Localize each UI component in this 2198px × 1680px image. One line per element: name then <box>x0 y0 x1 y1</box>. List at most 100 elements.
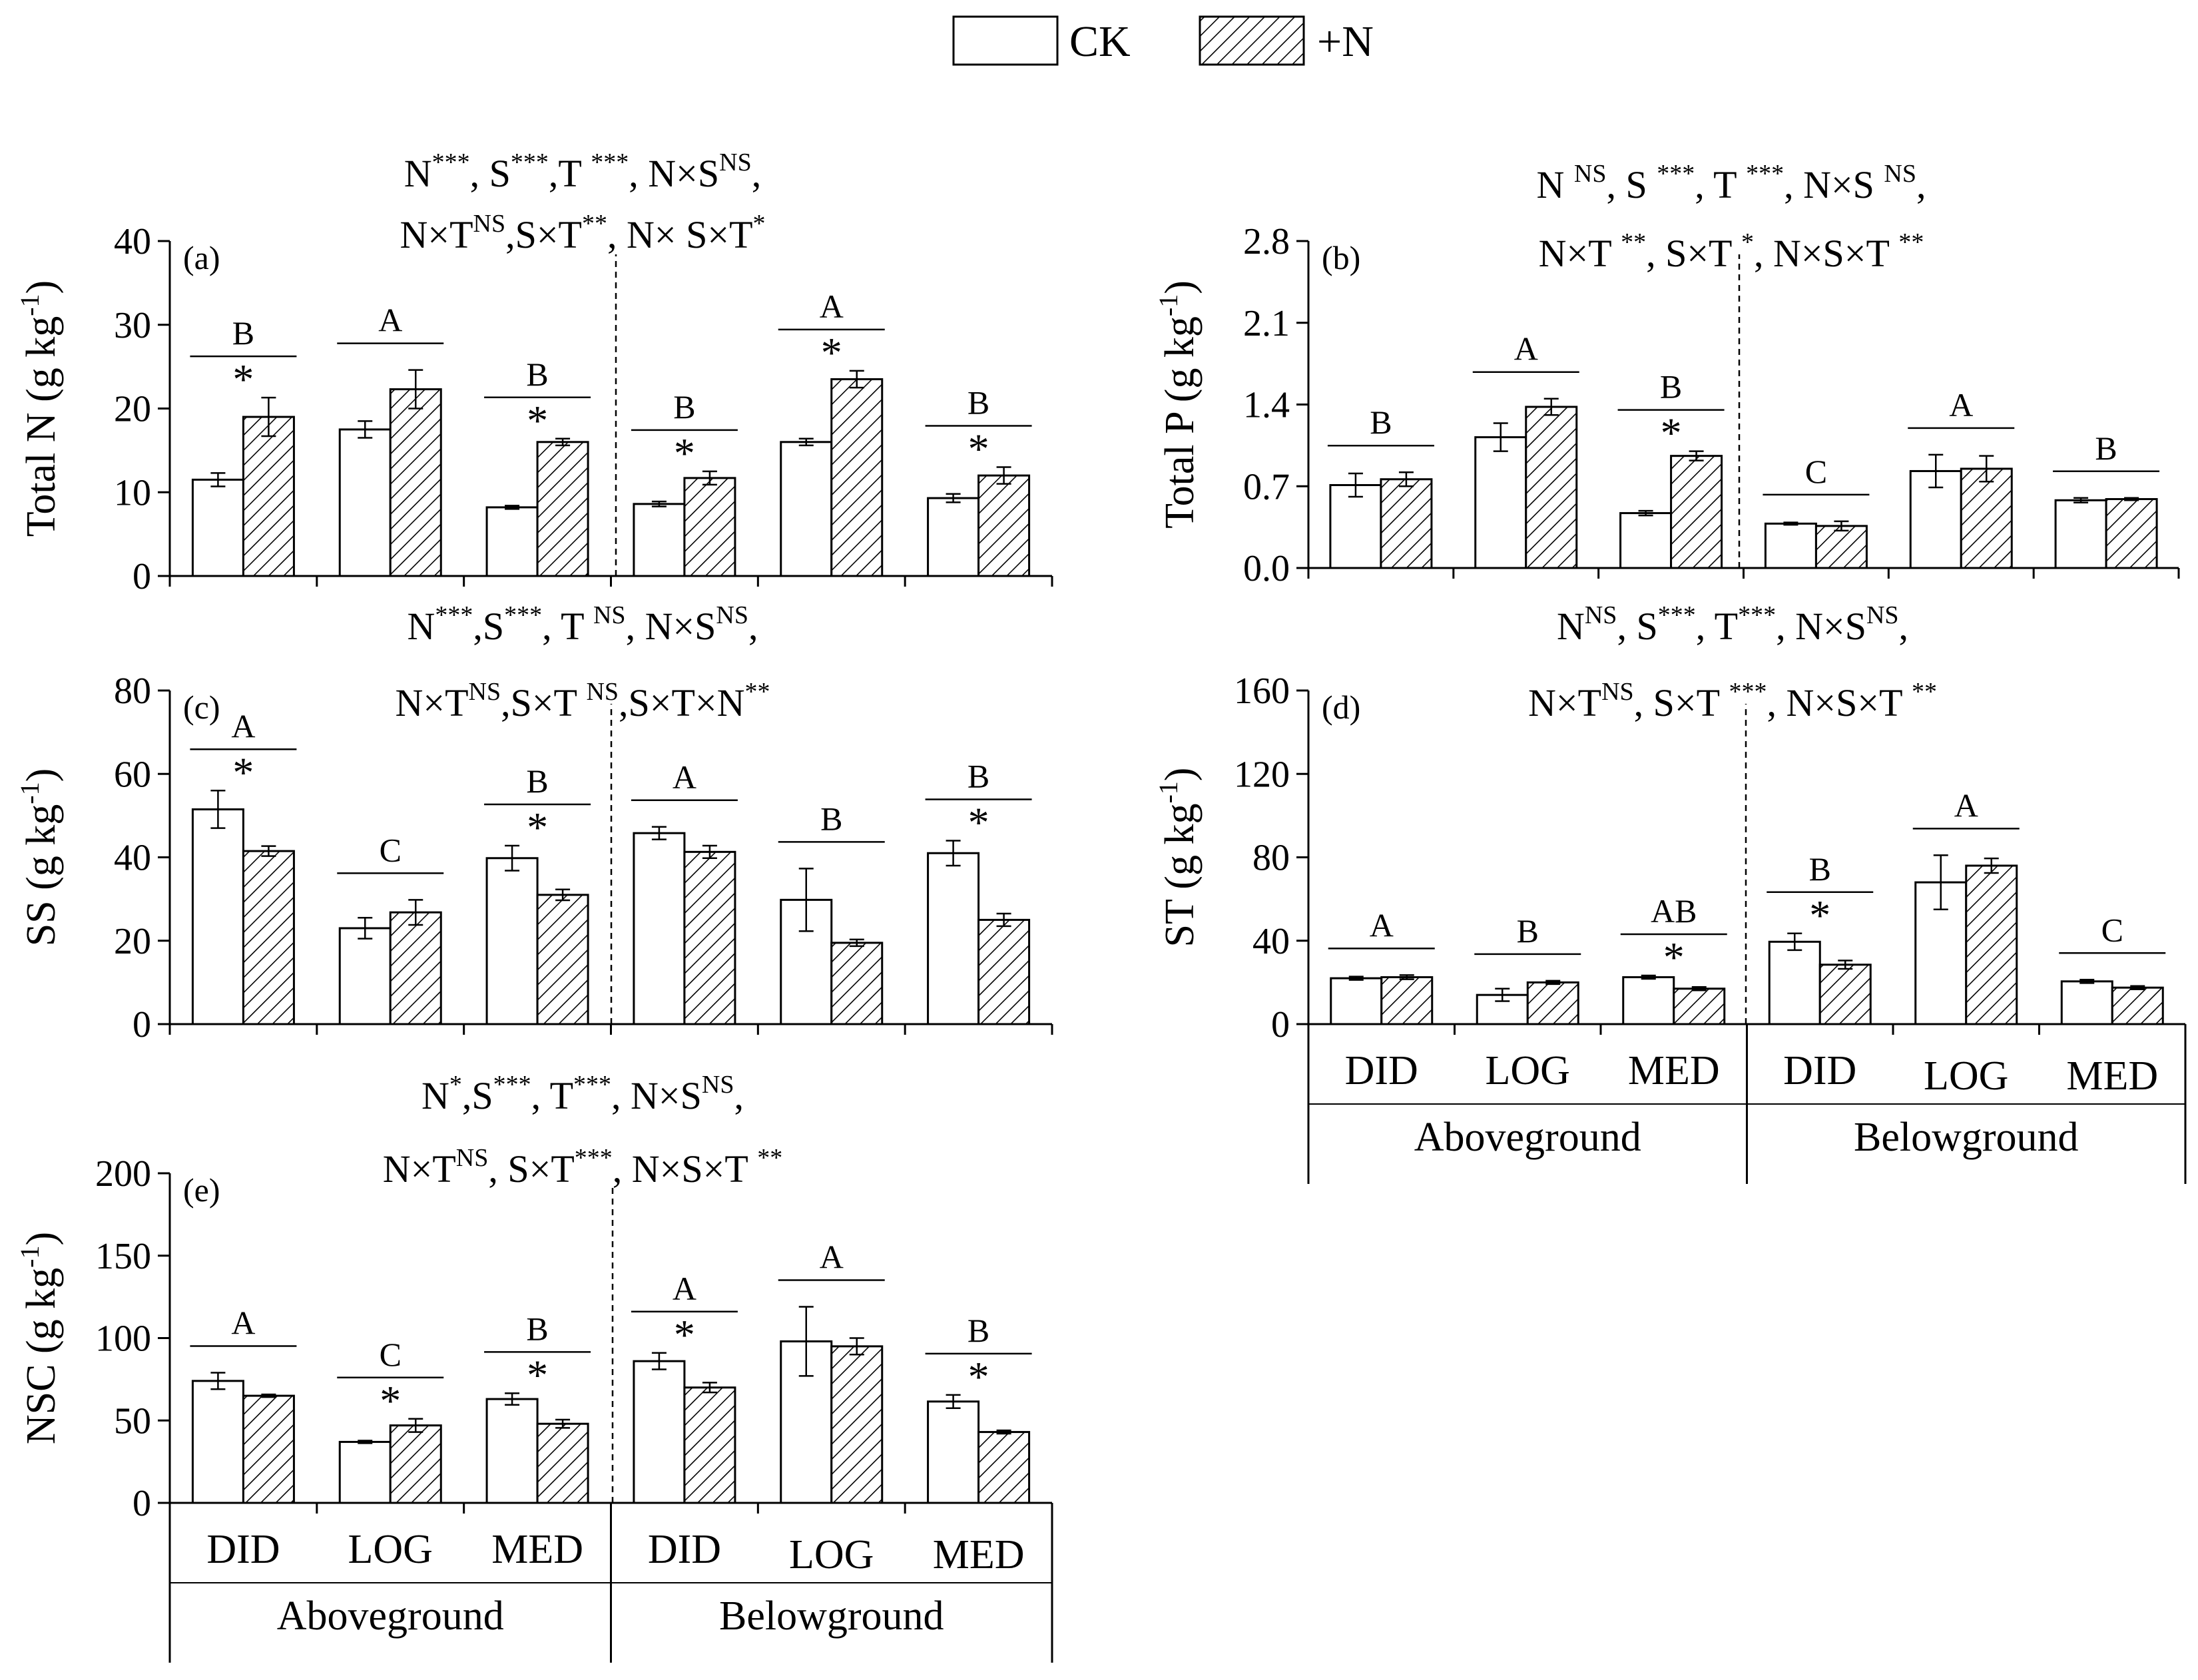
sig-star: * <box>380 1377 401 1424</box>
stats-superscript: *** <box>432 148 470 176</box>
bar-n <box>830 1345 884 1504</box>
legend-n-label: +N <box>1317 17 1374 66</box>
bar-ck <box>1329 483 1382 569</box>
stats-superscript: NS <box>1866 601 1899 629</box>
stats-line: N*,S***, T***, N×SNS, <box>421 1071 744 1117</box>
bar-ck <box>927 852 980 1025</box>
sig-star: * <box>968 798 989 846</box>
stats-superscript: *** <box>573 1071 611 1099</box>
stats-term: , S×T <box>1634 681 1729 724</box>
stats-term: , N×S×T <box>613 1147 757 1191</box>
stats-superscript: *** <box>1657 160 1695 188</box>
panel-label: (e) <box>183 1171 220 1209</box>
stats-superscript: *** <box>575 1144 613 1172</box>
stats-superscript: ** <box>745 678 770 706</box>
sig-star: * <box>527 397 548 444</box>
stats-superscript: ** <box>757 1144 782 1172</box>
legend-n-swatch <box>1199 15 1305 66</box>
y-tick-label: 1.4 <box>1243 385 1290 426</box>
y-tick-label: 0 <box>133 1483 151 1524</box>
y-tick-label: 40 <box>114 221 151 262</box>
bar-ck <box>1768 940 1821 1025</box>
bar-n <box>242 416 295 577</box>
stats-superscript: NS <box>1574 160 1607 188</box>
y-tick-label: 150 <box>95 1236 151 1277</box>
y-axis-label: Total P (g kg-1) <box>1153 280 1203 529</box>
stats-superscript: * <box>1741 228 1754 256</box>
category-label: MED <box>933 1532 1025 1577</box>
category-label: LOG <box>1486 1048 1570 1093</box>
y-tick-label: 50 <box>114 1400 151 1442</box>
y-tick-label: 120 <box>1234 754 1290 795</box>
bar-ck <box>485 1398 539 1504</box>
stats-term: ,S×T <box>501 681 586 724</box>
stats-superscript: NS <box>593 601 626 629</box>
y-tick-label: 40 <box>114 838 151 879</box>
stats-superscript: ** <box>582 210 607 238</box>
sig-letter: B <box>232 314 254 352</box>
bar-n <box>1380 976 1434 1025</box>
y-axis-label: Total N (g kg-1) <box>15 280 64 537</box>
y-axis-label-end: ) <box>1157 280 1203 294</box>
bar-ck <box>1474 436 1527 569</box>
stats-term: , N×S <box>1776 605 1866 648</box>
bar-n <box>536 441 589 577</box>
sig-star: * <box>1663 934 1685 981</box>
stats-term: , N×S <box>626 605 716 648</box>
stats-term: ,S <box>473 605 504 648</box>
bar-ck <box>633 503 686 577</box>
stats-term: , T <box>1695 163 1746 206</box>
stats-term: , N×S×T <box>1754 232 1898 275</box>
y-tick-label: 80 <box>1252 838 1290 879</box>
stats-superscript: NS <box>1601 678 1634 706</box>
bar-n <box>1960 467 2013 569</box>
bar-ck <box>927 497 980 577</box>
stats-term: N×T <box>400 213 473 256</box>
bar-n <box>389 388 442 577</box>
panel-label: (b) <box>1322 239 1360 276</box>
stats-superscript: NS <box>473 210 506 238</box>
bar-n <box>389 1424 442 1504</box>
category-label: MED <box>1628 1048 1720 1093</box>
category-label: DID <box>206 1527 280 1572</box>
stats-term: N <box>421 1074 449 1117</box>
stats-term: , S×T <box>488 1147 574 1191</box>
sig-letter: A <box>1954 786 1978 824</box>
sig-letter: A <box>820 288 844 325</box>
bar-n <box>242 1394 295 1504</box>
bar-n <box>1814 525 1868 569</box>
bar-ck <box>338 927 392 1025</box>
category-label: DID <box>648 1527 721 1572</box>
stats-superscript: NS <box>469 678 501 706</box>
stats-line: N NS, S ***, T ***, N×S NS, <box>1536 160 1926 206</box>
sig-star: * <box>1661 410 1682 457</box>
sig-letter: AB <box>1651 892 1697 930</box>
bar-ck <box>633 1360 686 1504</box>
legend-ck-swatch <box>952 15 1059 66</box>
category-label: DID <box>1345 1048 1418 1093</box>
y-axis-label-main: Total P (g kg <box>1157 316 1203 529</box>
stats-superscript: NS <box>1585 601 1617 629</box>
category-label: LOG <box>789 1532 874 1577</box>
y-tick-label: 20 <box>114 921 151 962</box>
sig-letter: C <box>2101 911 2123 948</box>
stats-superscript: *** <box>591 148 629 176</box>
stats-term: , <box>734 1074 744 1117</box>
stats-superscript: *** <box>435 601 473 629</box>
stats-superscript: NS <box>586 678 619 706</box>
stats-term: , N×S <box>1784 163 1884 206</box>
stats-superscript: *** <box>511 148 549 176</box>
sig-letter: B <box>2095 429 2117 467</box>
bar-ck <box>1619 512 1673 569</box>
panel-label: (c) <box>183 689 220 726</box>
y-axis-label: ST (g kg-1) <box>1153 768 1203 948</box>
bar-n <box>1670 455 1723 569</box>
stats-term: , S <box>1606 163 1657 206</box>
y-axis-label-main: Total N (g kg <box>19 316 64 537</box>
stats-term: , <box>1916 163 1926 206</box>
stats-superscript: ** <box>1898 228 1924 256</box>
stats-superscript: *** <box>504 601 542 629</box>
